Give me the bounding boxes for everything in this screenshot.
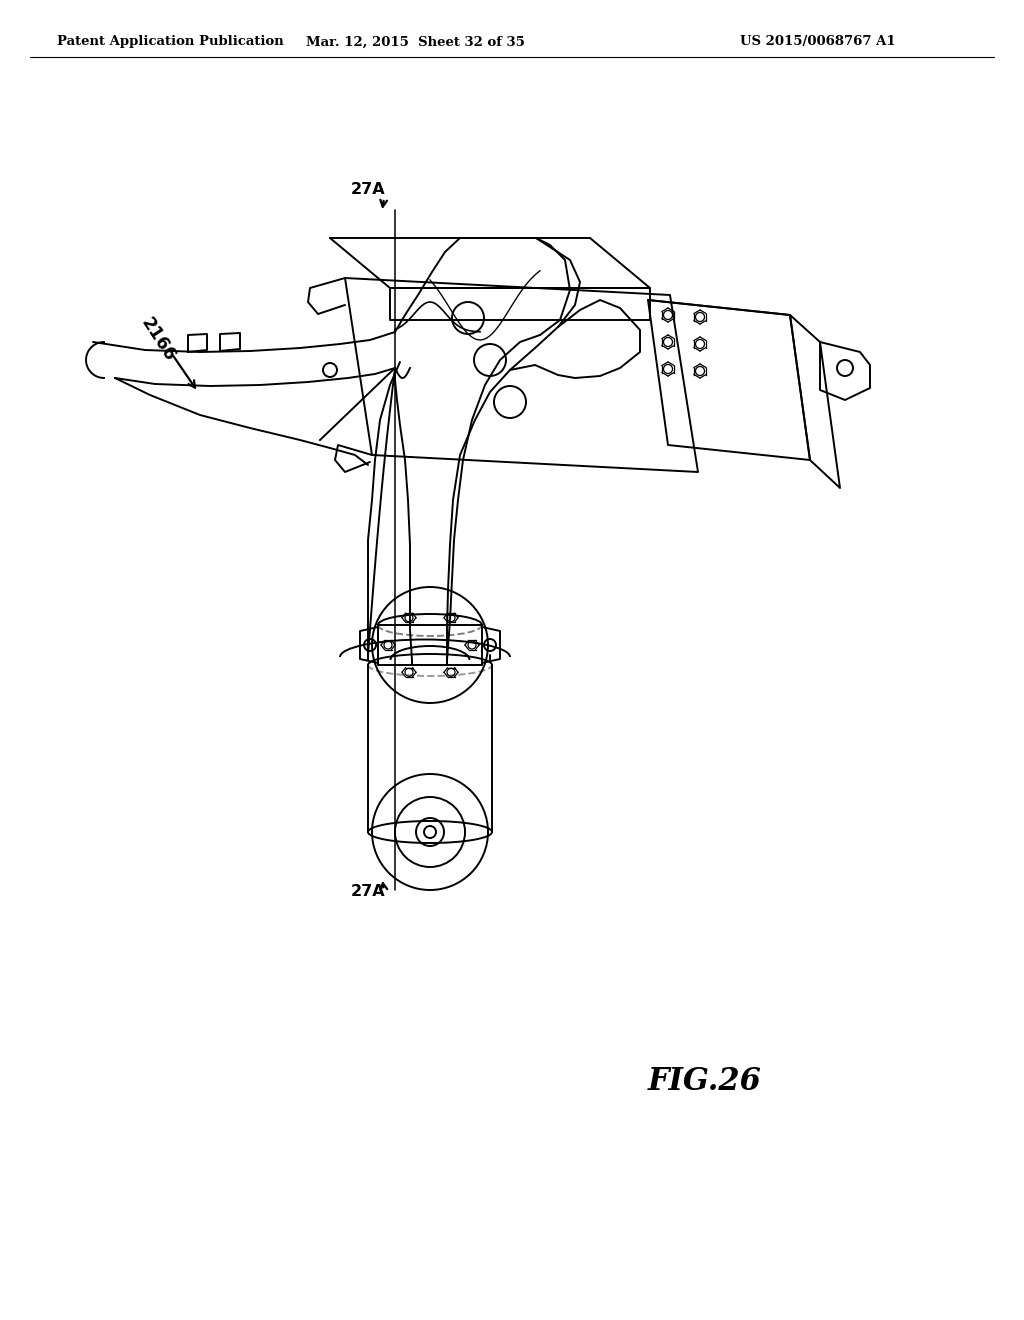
Text: 27A: 27A [350,182,385,198]
Text: Mar. 12, 2015  Sheet 32 of 35: Mar. 12, 2015 Sheet 32 of 35 [305,36,524,49]
Text: 27A: 27A [350,884,385,899]
Text: Patent Application Publication: Patent Application Publication [57,36,284,49]
Text: FIG.26: FIG.26 [648,1067,762,1097]
Text: US 2015/0068767 A1: US 2015/0068767 A1 [740,36,896,49]
Text: 2166: 2166 [137,314,179,366]
